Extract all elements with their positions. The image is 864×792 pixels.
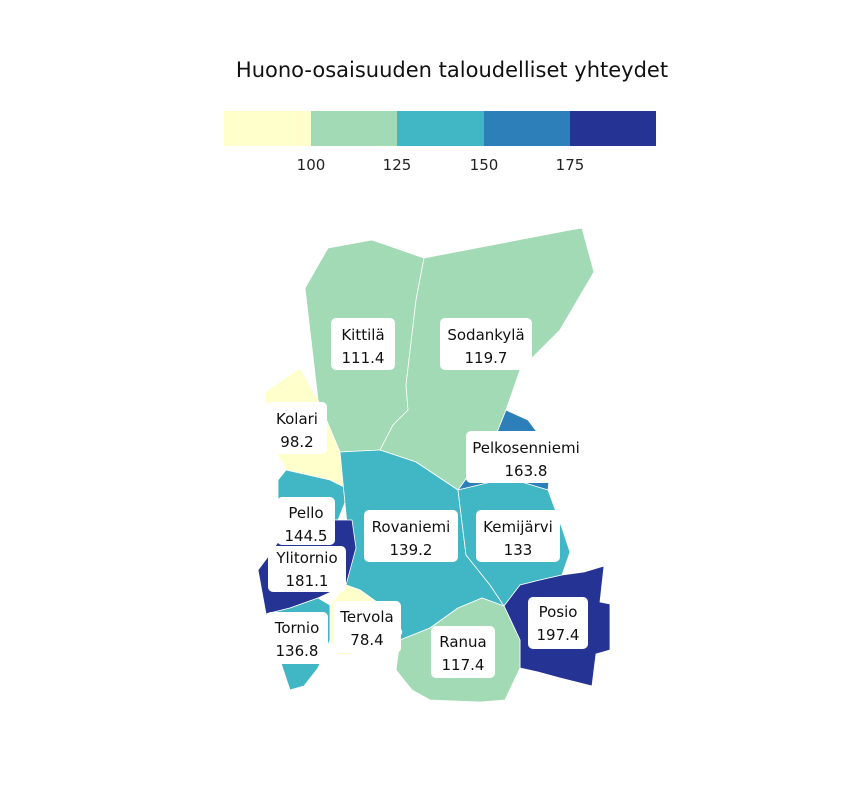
label-posio: Posio 197.4 bbox=[528, 597, 588, 649]
label-box bbox=[267, 402, 327, 454]
legend-tick-0: 100 bbox=[297, 156, 326, 174]
label-box bbox=[476, 510, 560, 562]
region-labels: Kittilä 111.4 Sodankylä 119.7 Kolari 98.… bbox=[266, 318, 588, 678]
region-value: 111.4 bbox=[342, 349, 385, 367]
region-name: Sodankylä bbox=[447, 326, 524, 344]
region-value: 78.4 bbox=[350, 631, 383, 649]
label-pelkosenniemi: Pelkosenniemi 163.8 bbox=[466, 431, 586, 483]
label-box bbox=[266, 612, 328, 664]
legend-bin-2 bbox=[397, 111, 484, 146]
label-tornio: Tornio 136.8 bbox=[266, 612, 328, 664]
label-box bbox=[277, 497, 335, 545]
region-name: Kemijärvi bbox=[483, 518, 553, 536]
region-value: 197.4 bbox=[537, 626, 580, 644]
region-name: Kittilä bbox=[341, 326, 384, 344]
legend-bin-3 bbox=[484, 111, 570, 146]
region-value: 136.8 bbox=[276, 642, 319, 660]
label-box bbox=[440, 318, 532, 370]
label-pello: Pello 144.5 bbox=[277, 497, 335, 545]
region-name: Pello bbox=[288, 504, 323, 522]
region-value: 181.1 bbox=[286, 572, 329, 590]
label-rovaniemi: Rovaniemi 139.2 bbox=[364, 510, 458, 562]
label-box bbox=[333, 601, 401, 653]
region-value: 98.2 bbox=[280, 433, 313, 451]
label-box bbox=[268, 546, 346, 592]
region-value: 119.7 bbox=[465, 349, 508, 367]
legend-tick-3: 175 bbox=[556, 156, 585, 174]
legend-bin-4 bbox=[570, 111, 656, 146]
region-name: Tervola bbox=[339, 608, 393, 626]
region-name: Pelkosenniemi bbox=[472, 439, 579, 457]
region-value: 163.8 bbox=[505, 462, 548, 480]
label-box bbox=[431, 626, 495, 678]
region-name: Tornio bbox=[274, 619, 320, 637]
label-ranua: Ranua 117.4 bbox=[431, 626, 495, 678]
region-name: Ylitornio bbox=[275, 549, 337, 567]
legend-tick-2: 150 bbox=[470, 156, 499, 174]
map-title: Huono-osaisuuden taloudelliset yhteydet bbox=[236, 58, 668, 82]
label-box bbox=[466, 431, 586, 483]
label-kemijarvi: Kemijärvi 133 bbox=[476, 510, 560, 562]
label-tervola: Tervola 78.4 bbox=[333, 601, 401, 653]
region-name: Rovaniemi bbox=[372, 518, 451, 536]
label-ylitornio: Ylitornio 181.1 bbox=[268, 546, 346, 592]
label-box bbox=[331, 318, 395, 370]
label-sodankyla: Sodankylä 119.7 bbox=[440, 318, 532, 370]
region-value: 133 bbox=[504, 541, 533, 559]
label-kittila: Kittilä 111.4 bbox=[331, 318, 395, 370]
region-value: 117.4 bbox=[442, 656, 485, 674]
color-legend: 100 125 150 175 bbox=[224, 111, 656, 174]
region-value: 139.2 bbox=[390, 541, 433, 559]
label-box bbox=[364, 510, 458, 562]
label-kolari: Kolari 98.2 bbox=[267, 402, 327, 454]
label-box bbox=[528, 597, 588, 649]
region-value: 144.5 bbox=[285, 527, 328, 545]
legend-tick-1: 125 bbox=[383, 156, 412, 174]
region-name: Posio bbox=[539, 603, 578, 621]
legend-bin-0 bbox=[224, 111, 311, 146]
region-name: Ranua bbox=[439, 633, 487, 651]
region-name: Kolari bbox=[276, 410, 318, 428]
legend-bin-1 bbox=[311, 111, 397, 146]
